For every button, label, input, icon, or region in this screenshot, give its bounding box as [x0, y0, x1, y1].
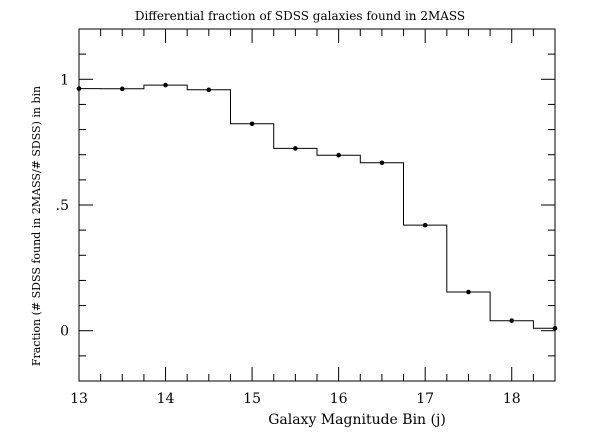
x-axis-label: Galaxy Magnitude Bin (j): [268, 412, 446, 428]
x-tick-label: 17: [416, 391, 434, 407]
x-tick-label: 16: [330, 391, 348, 407]
x-tick-label: 18: [503, 391, 521, 407]
y-tick-label: .5: [56, 198, 69, 214]
data-point: [119, 86, 125, 92]
data-point: [466, 289, 471, 295]
data-point: [336, 152, 341, 158]
data-point: [206, 87, 212, 93]
plot-border: [78, 28, 556, 382]
x-tick-label: 14: [157, 391, 175, 407]
data-point: [509, 318, 515, 323]
data-points: [76, 82, 558, 331]
data-point: [293, 146, 298, 151]
data-point: [249, 121, 255, 127]
data-point: [163, 82, 168, 88]
y-tick-label: 1: [60, 72, 69, 88]
step-histogram: [79, 84, 555, 329]
minor-ticks: [79, 28, 556, 382]
x-tick-label: 15: [243, 391, 261, 407]
x-tick-labels: 13 14 15 16 17 18: [70, 391, 521, 407]
y-tick-label: 0: [60, 324, 69, 340]
data-point: [76, 86, 82, 91]
data-point: [552, 325, 558, 331]
data-point: [379, 160, 385, 166]
plot-frame: [78, 28, 556, 382]
y-axis-label: Fraction (# SDSS found in 2MASS/# SDSS) …: [30, 86, 43, 366]
step-line-path: [79, 84, 555, 329]
y-tick-labels: 0.51: [56, 72, 69, 339]
major-ticks: [78, 29, 555, 381]
data-point: [422, 222, 428, 228]
chart-title: Differential fraction of SDSS galaxies f…: [135, 9, 465, 23]
x-tick-label: 13: [70, 391, 88, 407]
